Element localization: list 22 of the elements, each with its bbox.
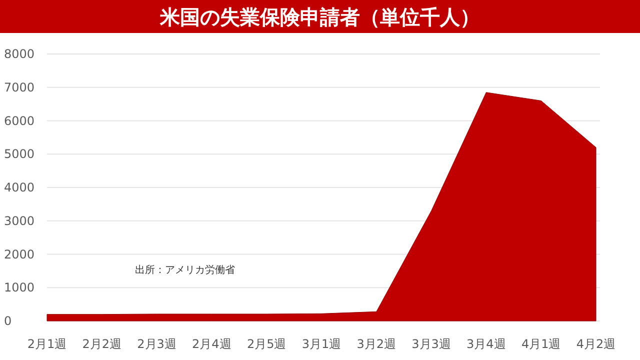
y-tick-label: 1000	[4, 280, 35, 295]
y-tick-label: 7000	[4, 80, 35, 94]
x-tick-label: 3月4週	[466, 337, 506, 351]
y-tick-label: 5000	[4, 147, 35, 162]
x-tick-label: 2月3週	[137, 337, 176, 351]
y-tick-label: 6000	[4, 114, 35, 128]
y-tick-label: 3000	[4, 214, 35, 228]
x-tick-label: 4月2週	[576, 337, 616, 351]
x-tick-label: 2月2週	[82, 337, 122, 351]
annotation: 出所：アメリカ労働省	[135, 264, 235, 276]
x-tick-label: 2月4週	[192, 337, 232, 351]
y-tick-label: 2000	[4, 247, 35, 262]
y-tick-label: 8000	[4, 47, 35, 61]
x-tick-label: 3月2週	[356, 337, 396, 351]
x-tick-label: 2月1週	[27, 337, 67, 351]
y-tick-label: 4000	[4, 180, 35, 194]
x-tick-label: 3月3週	[412, 337, 451, 351]
x-tick-label: 4月1週	[521, 337, 561, 351]
x-tick-label: 3月1週	[302, 337, 342, 351]
y-tick-label: 0	[4, 314, 12, 328]
chart-title: 米国の失業保険申請者（単位千人）	[159, 5, 480, 29]
x-tick-label: 2月5週	[246, 337, 286, 351]
